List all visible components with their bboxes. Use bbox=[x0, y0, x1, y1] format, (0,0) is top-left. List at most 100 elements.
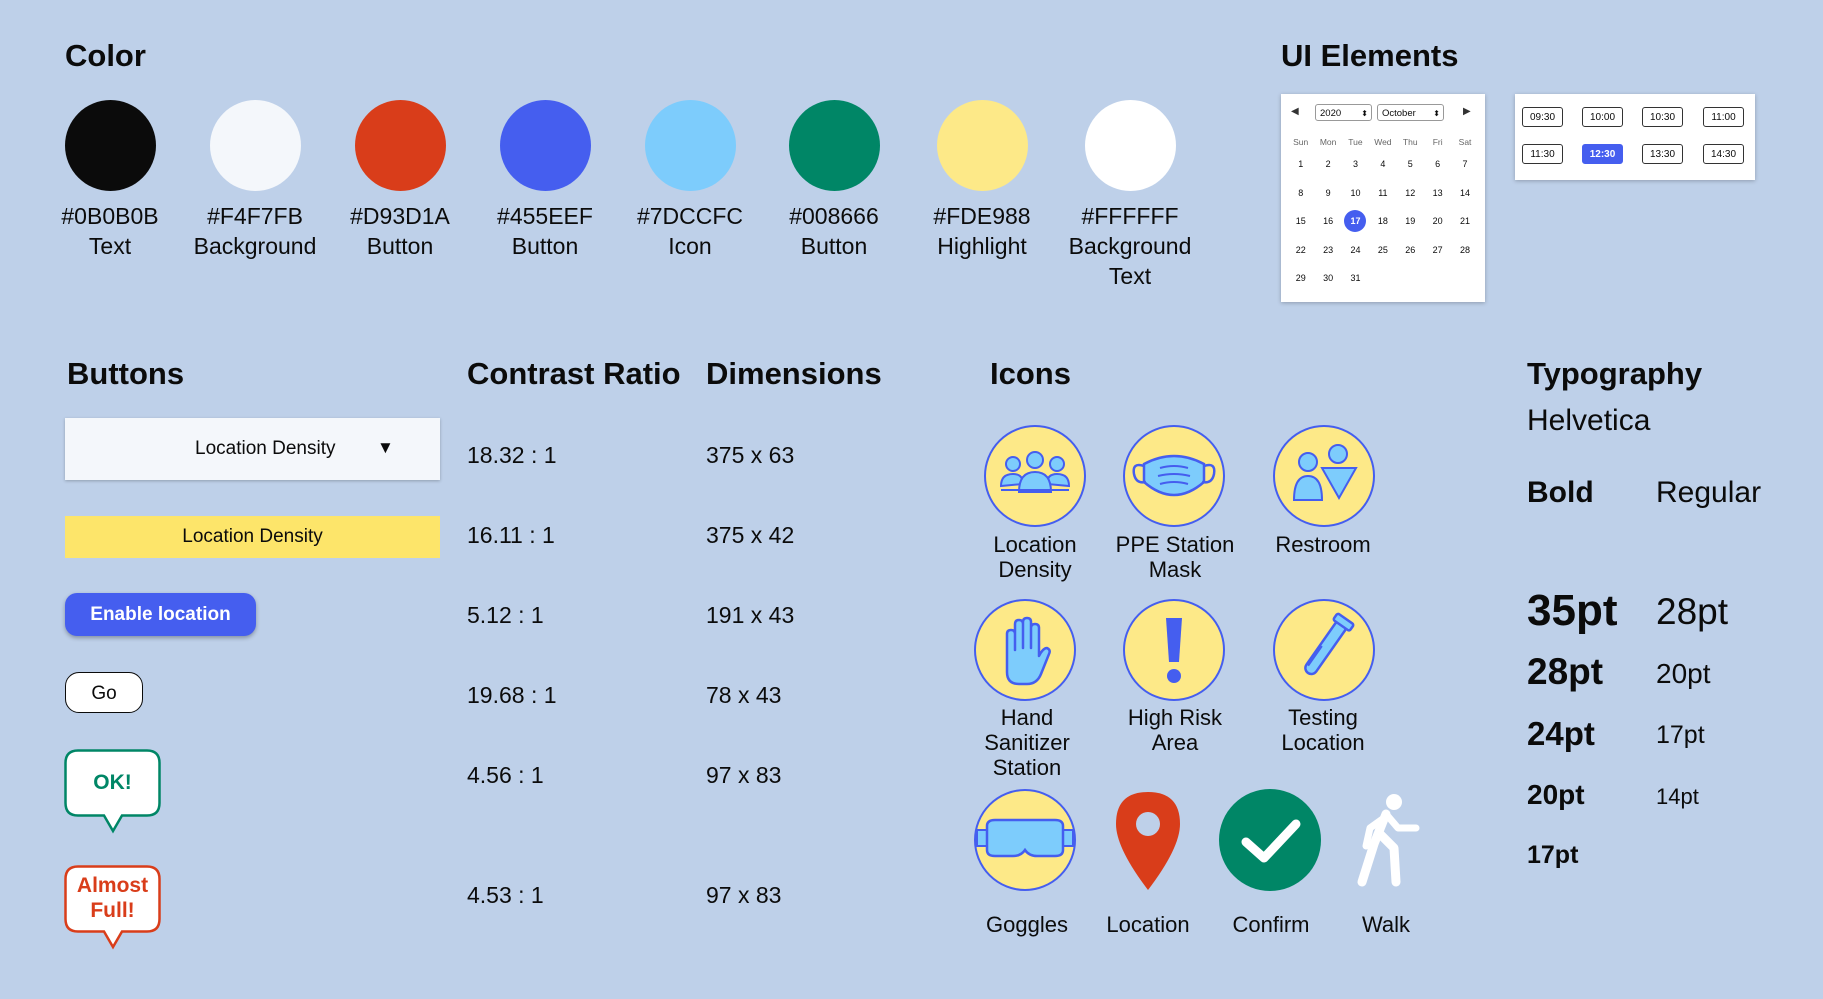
swatch-button-blue: #455EEF Button bbox=[465, 100, 625, 261]
calendar-day[interactable]: 29 bbox=[1295, 273, 1306, 284]
calendar-day[interactable]: 13 bbox=[1432, 187, 1443, 198]
almost-full-bubble-button[interactable]: Almost Full! bbox=[64, 865, 161, 950]
time-slot-selected[interactable]: 12:30 bbox=[1582, 144, 1623, 164]
color-hex: #008666 bbox=[789, 203, 879, 229]
calendar-day[interactable]: 19 bbox=[1405, 216, 1416, 227]
icon-label: High Risk Area bbox=[1100, 705, 1250, 755]
contrast-value: 5.12 : 1 bbox=[467, 602, 544, 628]
weekday: Thu bbox=[1402, 137, 1418, 147]
calendar-day[interactable]: 15 bbox=[1295, 216, 1306, 227]
regular-sample-14pt: 14pt bbox=[1656, 784, 1699, 809]
regular-header: Regular bbox=[1656, 476, 1762, 509]
location-density-dropdown[interactable]: Location Density ▼ bbox=[65, 418, 440, 480]
calendar-day[interactable]: 18 bbox=[1377, 216, 1388, 227]
prev-month-icon[interactable]: ◀ bbox=[1291, 106, 1299, 117]
color-hex: #F4F7FB bbox=[207, 203, 303, 229]
hand-icon bbox=[973, 598, 1077, 702]
calendar-day[interactable]: 2 bbox=[1325, 159, 1331, 170]
bold-sample-24pt: 24pt bbox=[1527, 715, 1595, 752]
color-role-secondary: Text bbox=[1108, 263, 1152, 289]
time-slot[interactable]: 10:30 bbox=[1642, 107, 1683, 127]
ok-bubble-button[interactable]: OK! bbox=[64, 749, 161, 834]
bold-sample-28pt: 28pt bbox=[1527, 651, 1604, 692]
color-role: Text bbox=[88, 233, 132, 259]
calendar-day[interactable]: 23 bbox=[1323, 244, 1334, 255]
icon-label-line: High Risk bbox=[1127, 705, 1223, 730]
month-select[interactable]: October ⬍ bbox=[1377, 104, 1444, 121]
dropdown-label: Location Density bbox=[195, 438, 336, 459]
almost-full-label-line1: Almost bbox=[76, 874, 149, 897]
time-slot[interactable]: 14:30 bbox=[1703, 144, 1744, 164]
calendar-week: 8 9 10 11 12 13 14 bbox=[1287, 179, 1479, 208]
color-dot bbox=[788, 100, 880, 191]
ui-elements-title: UI Elements bbox=[1281, 38, 1459, 73]
calendar-day[interactable]: 12 bbox=[1405, 187, 1416, 198]
time-slot[interactable]: 09:30 bbox=[1522, 107, 1563, 127]
calendar-day[interactable]: 22 bbox=[1295, 244, 1306, 255]
weekday: Mon bbox=[1319, 137, 1337, 147]
icon-label: PPE Station Mask bbox=[1100, 532, 1250, 582]
calendar-day[interactable]: 30 bbox=[1323, 273, 1334, 284]
calendar-day[interactable]: 28 bbox=[1460, 244, 1471, 255]
calendar-day[interactable]: 27 bbox=[1432, 244, 1443, 255]
time-slot[interactable]: 11:30 bbox=[1522, 144, 1563, 164]
calendar-day[interactable]: 26 bbox=[1405, 244, 1416, 255]
calendar-day[interactable]: 5 bbox=[1407, 159, 1413, 170]
caret-down-icon: ▼ bbox=[377, 438, 394, 457]
weekday: Sun bbox=[1293, 137, 1309, 147]
contrast-value: 18.32 : 1 bbox=[467, 442, 557, 468]
bold-header: Bold bbox=[1527, 476, 1594, 509]
weekday: Wed bbox=[1374, 137, 1392, 147]
calendar-day[interactable]: 9 bbox=[1325, 187, 1331, 198]
calendar-day[interactable]: 8 bbox=[1298, 187, 1304, 198]
time-slot[interactable]: 13:30 bbox=[1642, 144, 1683, 164]
regular-sample-28pt: 28pt bbox=[1656, 591, 1729, 632]
color-role: Background bbox=[193, 233, 317, 259]
swatch-white: #FFFFFF Background Text bbox=[1050, 100, 1210, 291]
icon-label-line: Location bbox=[1281, 730, 1365, 755]
calendar-day-selected[interactable]: 17 bbox=[1342, 210, 1369, 233]
color-hex: #7DCCFC bbox=[636, 203, 744, 229]
location-density-button[interactable]: Location Density bbox=[65, 516, 440, 558]
month-value: October bbox=[1382, 108, 1416, 119]
icon-label: Goggles bbox=[952, 910, 1102, 940]
color-dot bbox=[354, 100, 446, 191]
color-dot bbox=[209, 100, 301, 191]
calendar-day[interactable]: 31 bbox=[1350, 273, 1361, 284]
calendar-day[interactable]: 16 bbox=[1323, 216, 1334, 227]
calendar-day[interactable]: 11 bbox=[1378, 187, 1388, 198]
calendar-week: 22 23 24 25 26 27 28 bbox=[1287, 236, 1479, 265]
calendar-day[interactable]: 21 bbox=[1460, 216, 1471, 227]
calendar-day[interactable]: 4 bbox=[1380, 159, 1386, 170]
calendar-day[interactable]: 25 bbox=[1377, 244, 1388, 255]
year-select[interactable]: 2020 ⬍ bbox=[1315, 104, 1372, 121]
icon-label: Hand Sanitizer Station bbox=[952, 705, 1102, 780]
ok-label: OK! bbox=[93, 771, 132, 794]
map-pin-icon bbox=[1096, 788, 1200, 892]
time-slot[interactable]: 10:00 bbox=[1582, 107, 1623, 127]
calendar-day[interactable]: 14 bbox=[1460, 187, 1471, 198]
calendar-day[interactable]: 6 bbox=[1435, 159, 1441, 170]
enable-location-button[interactable]: Enable location bbox=[65, 593, 256, 636]
calendar-day[interactable]: 7 bbox=[1462, 159, 1468, 170]
dimension-value: 78 x 43 bbox=[706, 682, 782, 708]
selected-day-value: 17 bbox=[1344, 210, 1367, 233]
calendar-day[interactable]: 20 bbox=[1432, 216, 1443, 227]
calendar-day[interactable]: 10 bbox=[1350, 187, 1361, 198]
time-slot[interactable]: 11:00 bbox=[1703, 107, 1744, 127]
calendar-day[interactable]: 24 bbox=[1350, 244, 1361, 255]
color-dot bbox=[644, 100, 736, 191]
go-button[interactable]: Go bbox=[65, 672, 143, 713]
swatch-text: #0B0B0B Text bbox=[30, 100, 190, 261]
calendar-day[interactable]: 1 bbox=[1298, 159, 1304, 170]
color-hex: #FFFFFF bbox=[1081, 203, 1179, 229]
icon-label-line: Walk bbox=[1361, 912, 1411, 937]
icons-section-title: Icons bbox=[990, 356, 1071, 391]
contrast-ratio-title: Contrast Ratio bbox=[467, 356, 681, 391]
calendar-day[interactable]: 3 bbox=[1352, 159, 1358, 170]
icon-label: Restroom bbox=[1248, 532, 1398, 557]
calendar-week: 29 30 31 bbox=[1287, 264, 1479, 293]
next-month-icon[interactable]: ▶ bbox=[1463, 106, 1471, 117]
color-dot bbox=[64, 100, 156, 191]
icon-label: Testing Location bbox=[1248, 705, 1398, 755]
